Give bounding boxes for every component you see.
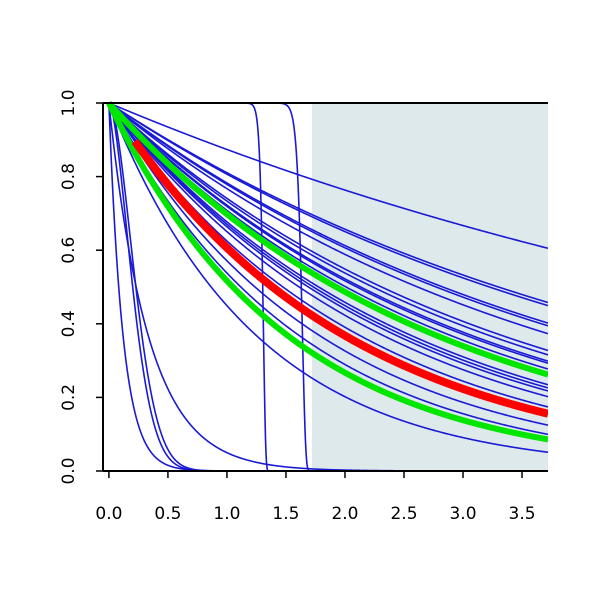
blue-curve-18 <box>108 102 548 426</box>
x-tick-label: 0.0 <box>95 504 122 524</box>
x-tick-label: 3.0 <box>449 504 476 524</box>
x-tick-label: 3.5 <box>509 504 536 524</box>
blue-curve-4 <box>108 102 548 327</box>
blue-curve-3 <box>108 102 548 324</box>
y-tick-label: 0.6 <box>59 237 79 264</box>
blue-curve-12 <box>108 102 548 386</box>
blue-curve-14 <box>108 102 548 392</box>
y-tick-label: 0.8 <box>59 163 79 190</box>
blue-curve-5 <box>108 102 548 335</box>
blue-curve-20 <box>108 102 548 454</box>
y-ticks: 0.0 0.2 0.4 0.6 0.8 1.0 <box>59 89 103 485</box>
blue-curve-1 <box>108 102 548 304</box>
x-ticks: 0.0 0.5 1.0 1.5 2.0 2.5 3.0 3.5 <box>95 471 536 524</box>
x-tick-label: 2.5 <box>390 504 417 524</box>
blue-curve-19 <box>108 102 548 436</box>
y-tick-label: 0.4 <box>59 310 79 337</box>
y-tick-label: 1.0 <box>59 89 79 116</box>
y-tick-label: 0.2 <box>59 384 79 411</box>
green-curve-28 <box>106 101 548 443</box>
blue-curve-7 <box>108 102 548 356</box>
blue-curve-6 <box>108 102 548 352</box>
y-tick-label: 0.0 <box>59 457 79 484</box>
blue-curve-13 <box>108 102 548 389</box>
blue-curve-9 <box>108 102 548 364</box>
x-tick-label: 1.0 <box>213 504 240 524</box>
curves-group <box>106 100 548 472</box>
x-tick-label: 0.5 <box>154 504 181 524</box>
blue-curve-0 <box>108 102 548 250</box>
green-curve-27 <box>106 100 548 378</box>
red-curve-29 <box>131 137 548 418</box>
blue-curve-2 <box>108 102 548 307</box>
x-tick-label: 2.0 <box>331 504 358 524</box>
x-tick-label: 1.5 <box>272 504 299 524</box>
blue-curve-15 <box>108 102 548 398</box>
